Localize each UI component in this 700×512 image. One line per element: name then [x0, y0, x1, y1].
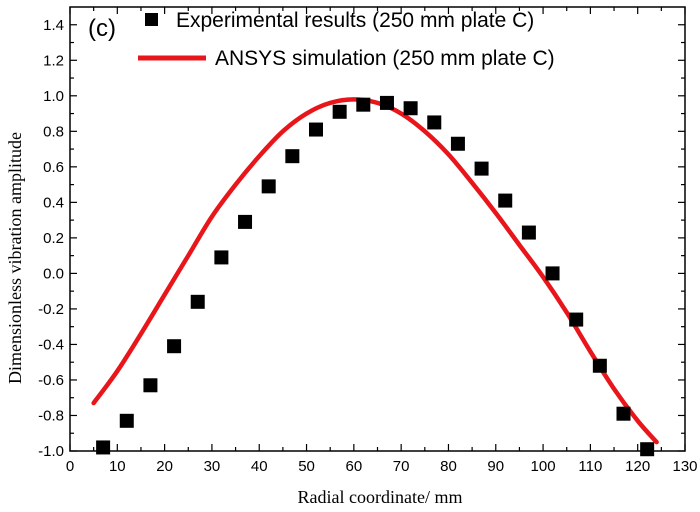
x-tick-label: 120 — [625, 458, 650, 475]
x-tick-label: 10 — [109, 458, 126, 475]
y-tick-label: 0.8 — [43, 123, 64, 140]
y-tick-label: 0.4 — [43, 194, 64, 211]
experimental-point — [592, 358, 607, 373]
x-tick-label: 90 — [487, 458, 504, 475]
experimental-point — [640, 442, 655, 457]
y-axis-ticks: -1.0 -0.8 -0.6 -0.4 -0.2 0.0 0.2 0.4 0.6 0.8 1.0 1.… — [38, 17, 685, 460]
experimental-point — [569, 312, 584, 327]
y-axis-title: Dimensionless vibration amplitude — [5, 132, 25, 384]
x-tick-label: 40 — [251, 458, 268, 475]
experimental-point — [238, 214, 253, 229]
series-ansys-line — [91, 97, 659, 445]
experimental-point — [545, 266, 560, 281]
x-axis-ticks: 0 10 20 30 40 50 60 70 80 90 100 110 120 130 — [66, 7, 698, 475]
panel-label: (c) — [88, 15, 116, 42]
x-tick-label: 60 — [346, 458, 363, 475]
y-tick-label: -0.2 — [38, 301, 64, 318]
experimental-point — [261, 179, 276, 194]
experimental-point — [332, 104, 347, 119]
experimental-point — [521, 225, 536, 240]
x-tick-label: 100 — [531, 458, 556, 475]
plot-frame — [69, 6, 686, 452]
x-axis-title: Radial coordinate/ mm — [298, 487, 463, 507]
x-tick-label: 80 — [440, 458, 457, 475]
x-tick-label: 70 — [393, 458, 410, 475]
experimental-point — [190, 294, 205, 309]
x-tick-label: 110 — [578, 458, 602, 475]
y-tick-label: 1.4 — [43, 17, 64, 34]
experimental-point — [285, 149, 300, 164]
experimental-point — [498, 193, 513, 208]
x-tick-label: 20 — [156, 458, 173, 475]
x-tick-label: 130 — [672, 458, 697, 475]
experimental-point — [427, 115, 442, 130]
axes — [69, 6, 686, 452]
experimental-point — [96, 440, 111, 455]
y-tick-label: 1.2 — [43, 52, 64, 69]
y-tick-label: -1.0 — [38, 443, 64, 460]
legend-marker-experimental — [145, 13, 158, 26]
x-tick-label: 50 — [298, 458, 315, 475]
legend-label-experimental: Experimental results (250 mm plate C) — [176, 9, 534, 32]
y-tick-label: 1.0 — [43, 88, 64, 105]
y-tick-label: 0.6 — [43, 159, 64, 176]
experimental-point — [450, 136, 465, 151]
y-tick-label: -0.4 — [38, 336, 64, 353]
experimental-point — [379, 95, 394, 110]
plot-area — [91, 95, 659, 457]
x-tick-label: 0 — [66, 458, 74, 475]
x-tick-label: 30 — [204, 458, 221, 475]
y-tick-label: 0.0 — [43, 265, 64, 282]
experimental-point — [143, 378, 158, 393]
y-tick-label: -0.8 — [38, 407, 64, 424]
y-tick-label: 0.2 — [43, 230, 64, 247]
experimental-point — [309, 122, 323, 137]
legend: Experimental results (250 mm plate C) AN… — [138, 9, 555, 70]
experimental-point — [167, 339, 182, 354]
experimental-point — [119, 413, 134, 428]
experimental-point — [403, 101, 418, 116]
experimental-point — [356, 97, 371, 112]
y-tick-label: -0.6 — [38, 372, 64, 389]
experimental-point — [474, 161, 489, 176]
experimental-point — [616, 406, 631, 421]
experimental-point — [214, 250, 229, 265]
legend-label-ansys: ANSYS simulation (250 mm plate C) — [215, 47, 555, 70]
